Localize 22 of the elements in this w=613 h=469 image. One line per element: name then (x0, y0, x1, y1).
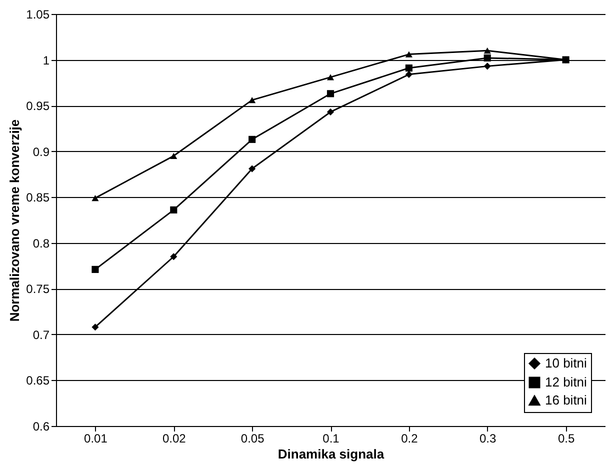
y-tick-label: 1 (42, 53, 50, 68)
x-tick-label: 0.05 (240, 432, 265, 446)
x-axis-title: Dinamika signala (278, 446, 385, 462)
x-tick-label: 0.5 (558, 432, 575, 446)
legend-label: 10 bitni (545, 356, 588, 370)
y-tick-label: 1.05 (26, 8, 50, 22)
y-tick-label: 0.75 (26, 282, 50, 296)
y-axis-title: Normalizovano vreme konverzije (7, 119, 22, 322)
x-tick-label: 0.2 (401, 432, 418, 446)
x-tick-label: 0.1 (322, 432, 340, 446)
y-tick-label: 0.9 (32, 144, 50, 159)
x-tick-label: 0.3 (480, 432, 497, 446)
y-tick-label: 0.95 (26, 99, 50, 114)
y-tick-label: 0.85 (26, 190, 50, 205)
legend-label: 12 bitni (545, 374, 588, 390)
legend-label: 16 bitni (545, 392, 588, 408)
y-tick-label: 0.8 (32, 236, 50, 250)
x-tick-label: 0.02 (162, 432, 186, 446)
x-tick-label: 0.01 (84, 432, 108, 446)
y-tick-label: 0.7 (32, 328, 50, 342)
y-tick-label: 0.6 (32, 420, 50, 434)
y-tick-label: 0.65 (26, 374, 50, 388)
